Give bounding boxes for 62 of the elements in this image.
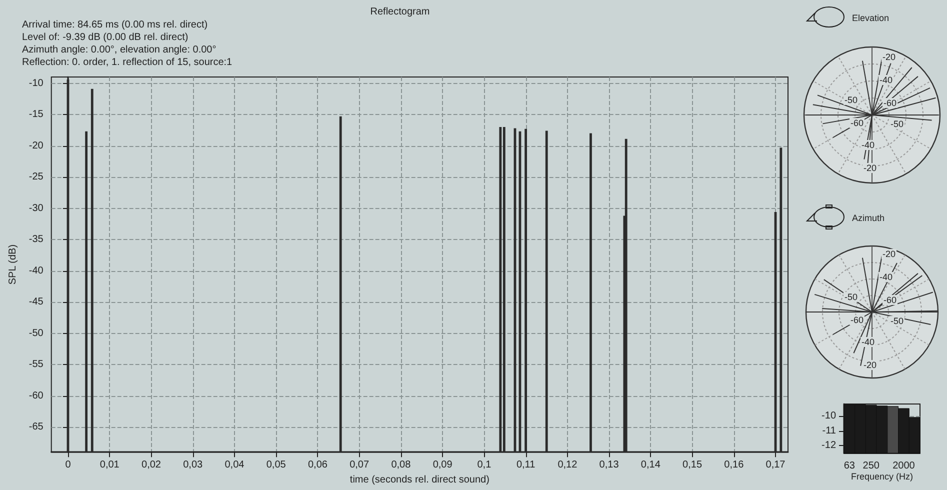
y-tick-label: -15	[28, 109, 44, 120]
x-tick-label: 250	[862, 460, 880, 472]
x-tick-label: 0,03	[183, 460, 204, 471]
text: Elevation	[852, 13, 890, 23]
y-tick-label: -50	[28, 328, 44, 339]
text: -40	[861, 140, 875, 150]
y-tick-label: -45	[28, 296, 44, 308]
text: -60	[850, 118, 864, 128]
x-tick-label: 0,08	[391, 460, 412, 471]
text: -60	[883, 295, 897, 305]
x-tick-label: 0,01	[100, 460, 120, 471]
y-tick-label: -35	[28, 234, 44, 246]
text: -50	[890, 316, 904, 326]
text: -60	[850, 315, 864, 325]
x-tick-label: 0,13	[599, 460, 620, 471]
y-tick-label: -10	[822, 410, 836, 422]
text: -40	[879, 272, 893, 282]
x-tick-label: 2000	[892, 460, 916, 472]
y-tick-label: -30	[28, 202, 44, 214]
x-tick-label: 0	[65, 460, 72, 471]
text: -60	[883, 98, 897, 108]
text: -20	[863, 360, 877, 370]
y-tick-label: -65	[28, 422, 44, 433]
y-tick-label: -55	[28, 359, 44, 370]
text: -40	[861, 337, 875, 347]
text: -50	[844, 95, 858, 105]
text: Arrival time: 84.65 ms (0.00 ms rel. direct)	[22, 20, 208, 30]
x-tick-label: 0,11	[516, 460, 536, 471]
text: -20	[882, 52, 896, 62]
text: Azimuth	[852, 213, 885, 223]
x-tick-label: 63	[844, 460, 856, 472]
x-tick-label: 0,12	[558, 460, 578, 471]
text: Level of: -9.39 dB (0.00 dB rel. direct)	[22, 32, 188, 43]
y-axis-title: SPL (dB)	[8, 244, 18, 285]
text: Reflection: 0. order, 1. reflection of 15, source:1	[22, 57, 233, 68]
text: -20	[882, 249, 896, 259]
text: -40	[879, 75, 893, 85]
x-tick-label: 0,07	[350, 460, 370, 471]
chart-title: Reflectogram	[370, 6, 430, 18]
x-tick-label: 0,06	[308, 460, 328, 471]
y-tick-label: -60	[28, 390, 44, 402]
x-tick-label: 0,04	[224, 460, 245, 471]
y-tick-label: -12	[822, 440, 836, 452]
x-tick-label: 0,05	[266, 460, 286, 471]
y-tick-label: -25	[28, 172, 44, 183]
text: Azimuth angle: 0.00°, elevation angle: 0.00°	[22, 44, 216, 56]
y-tick-label: -11	[822, 425, 836, 436]
x-tick-label: 0,15	[682, 460, 702, 471]
x-tick-label: 0,09	[432, 460, 453, 471]
x-tick-label: 0,16	[724, 460, 744, 471]
text: -20	[863, 163, 877, 173]
x-axis-title: Frequency (Hz)	[850, 472, 914, 482]
x-tick-label: 0,1	[477, 460, 492, 471]
x-tick-label: 0,14	[640, 460, 661, 471]
text: -50	[890, 119, 904, 129]
x-axis-title: time (seconds rel. direct sound)	[350, 474, 490, 486]
x-tick-label: 0,17	[766, 460, 786, 471]
x-tick-label: 0,02	[142, 460, 162, 471]
y-tick-label: -20	[28, 140, 44, 152]
y-tick-label: -10	[28, 78, 44, 89]
y-tick-label: -40	[28, 265, 44, 276]
text: -50	[844, 292, 858, 302]
